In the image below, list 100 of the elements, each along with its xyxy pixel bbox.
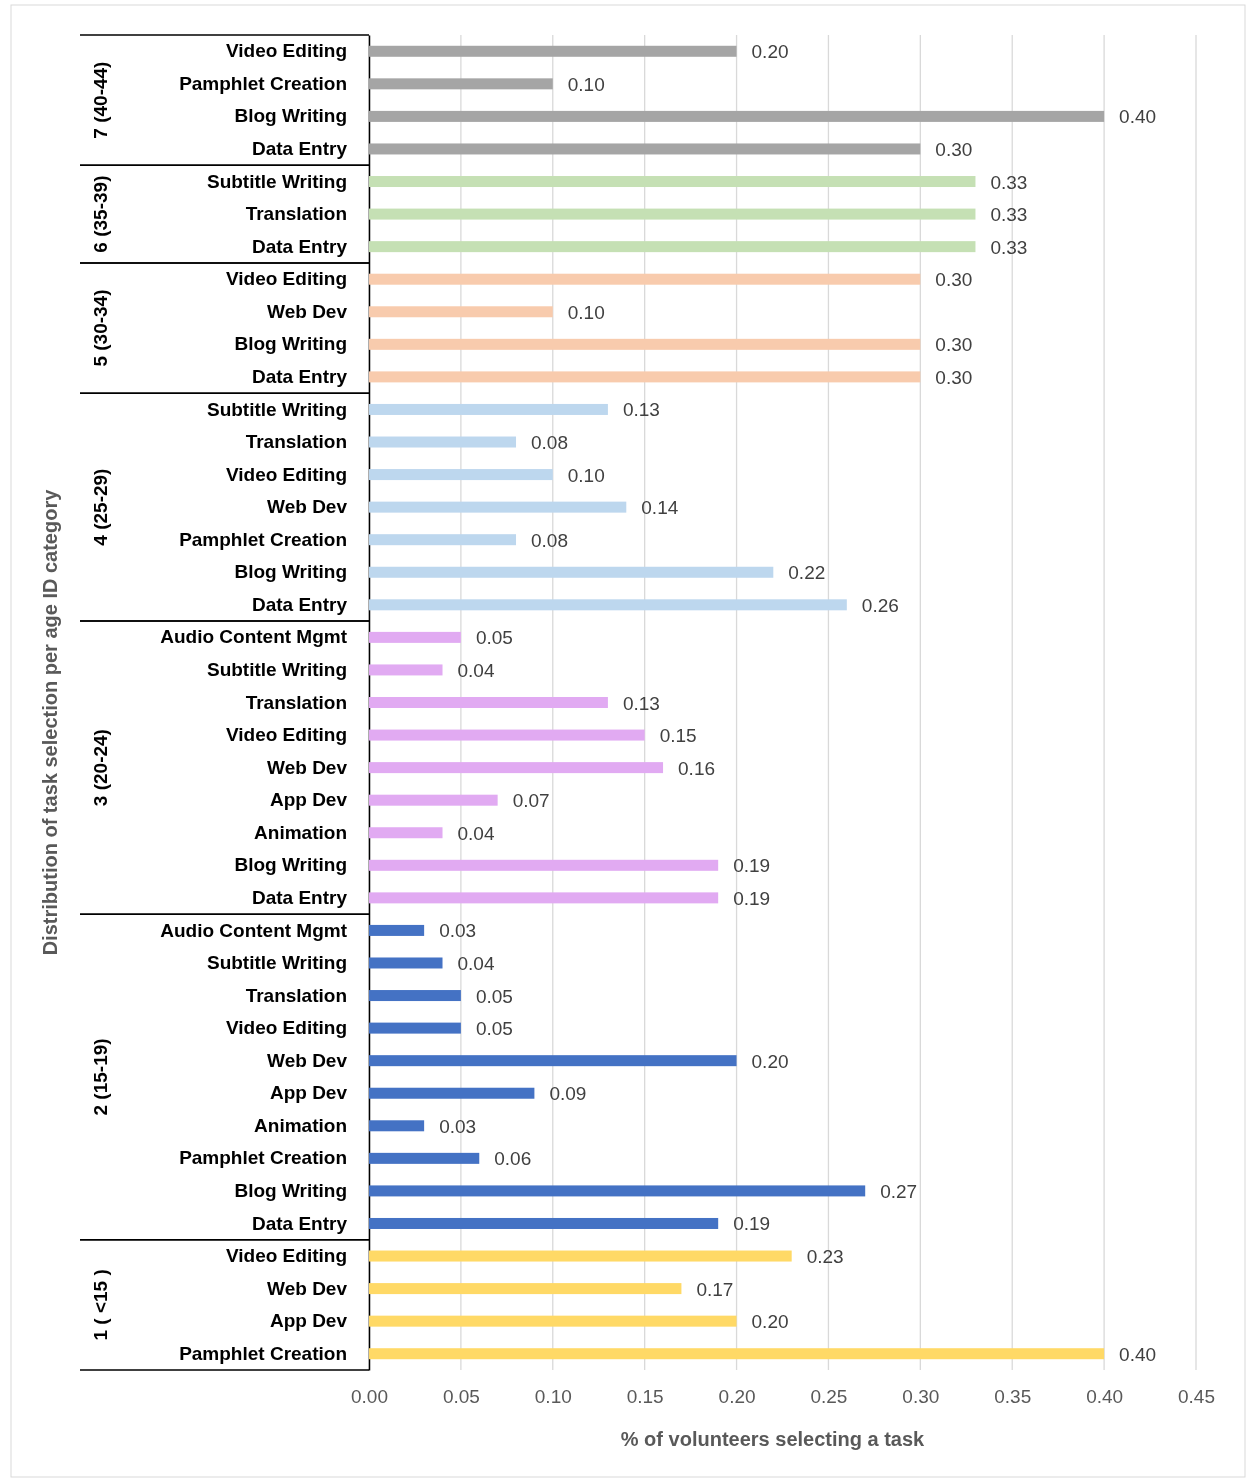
y-tick-label: Video Editing (225, 1245, 347, 1267)
bar (369, 338, 921, 350)
y-tick-label: Video Editing (225, 40, 347, 62)
y-tick-label: App Dev (269, 1082, 348, 1104)
text: 7 (40-44) (90, 61, 111, 139)
data-label: 0.40 (1119, 1343, 1157, 1365)
data-label: 0.04 (457, 659, 495, 681)
y-tick-label: Translation (245, 984, 347, 1006)
y-tick-label: Pamphlet Creation (179, 528, 347, 550)
bar (369, 1055, 737, 1067)
y-tick-label: Subtitle Writing (206, 952, 347, 974)
bar (369, 990, 461, 1002)
y-tick-label: Pamphlet Creation (179, 72, 347, 94)
bar (369, 566, 774, 578)
bar (369, 306, 553, 318)
data-label: 0.30 (935, 138, 973, 160)
y-tick-label: Translation (245, 431, 347, 453)
data-label: 0.03 (439, 920, 477, 942)
y-tick-label: Blog Writing (234, 854, 347, 876)
y-tick-label: Video Editing (225, 463, 347, 485)
y-tick-label: Animation (254, 1114, 347, 1136)
bar (369, 273, 921, 285)
bar (369, 1120, 425, 1132)
bar (369, 697, 608, 708)
bar (369, 827, 443, 839)
bar (369, 1315, 737, 1327)
bar (369, 1022, 461, 1034)
text: 1 ( <15 ) (90, 1269, 111, 1341)
y-tick-label: Data Entry (251, 138, 348, 160)
x-tick-label: 0.05 (442, 1386, 480, 1408)
data-label: 0.19 (733, 855, 771, 877)
bar (369, 599, 847, 611)
bar (369, 1152, 480, 1164)
y-tick-label: Web Dev (267, 1277, 348, 1299)
bar (369, 664, 443, 676)
bar (369, 78, 553, 90)
data-label: 0.33 (990, 171, 1028, 193)
y-tick-label: Blog Writing (234, 1179, 347, 1201)
bar (369, 241, 976, 253)
bar (369, 924, 425, 936)
data-label: 0.30 (935, 269, 973, 291)
x-tick-label: 0.20 (718, 1386, 756, 1408)
y-tick-label: Web Dev (267, 300, 348, 322)
text: 2 (15-19) (90, 1038, 111, 1116)
data-label: 0.20 (751, 1050, 789, 1072)
bar (369, 469, 553, 481)
y-tick-label: Data Entry (251, 365, 348, 387)
bar (369, 729, 645, 741)
data-label: 0.33 (990, 204, 1028, 226)
data-label: 0.17 (696, 1278, 734, 1300)
data-label: 0.08 (531, 529, 569, 551)
data-label: 0.07 (512, 790, 550, 812)
y-tick-label: Blog Writing (234, 105, 347, 127)
y-tick-label: Data Entry (251, 1212, 348, 1234)
data-label: 0.27 (880, 1180, 918, 1202)
bar (369, 1217, 719, 1229)
y-tick-label: Pamphlet Creation (179, 1342, 347, 1364)
bar (369, 1087, 535, 1099)
data-label: 0.30 (935, 334, 973, 356)
bar (369, 176, 976, 188)
bar (369, 110, 1105, 122)
bar (369, 1185, 866, 1197)
y-tick-label: Blog Writing (234, 561, 347, 583)
y-tick-label: Audio Content Mgmt (160, 626, 348, 648)
bar (369, 1283, 682, 1295)
x-axis-title: % of volunteers selecting a task (620, 1428, 926, 1450)
data-label: 0.04 (457, 822, 495, 844)
data-label: 0.16 (678, 757, 716, 779)
data-label: 0.05 (475, 627, 513, 649)
y-tick-label: Animation (254, 821, 347, 843)
data-label: 0.26 (861, 594, 899, 616)
x-tick-label: 0.30 (902, 1386, 940, 1408)
data-label: 0.10 (567, 464, 605, 486)
x-tick-label: 0.00 (351, 1386, 388, 1408)
data-label: 0.19 (733, 1213, 771, 1235)
y-axis-title: Distribution of task selection per age ID category (39, 488, 61, 956)
y-tick-label: Data Entry (251, 886, 348, 908)
data-label: 0.03 (439, 1115, 477, 1137)
x-tick-label: 0.35 (994, 1386, 1032, 1408)
y-tick-label: Web Dev (267, 756, 348, 778)
data-label: 0.20 (751, 1311, 789, 1333)
data-label: 0.04 (457, 952, 495, 974)
y-tick-label: Subtitle Writing (206, 659, 347, 681)
y-tick-label: Subtitle Writing (206, 398, 347, 420)
y-tick-label: Data Entry (251, 235, 348, 257)
data-label: 0.20 (751, 41, 789, 63)
bar (369, 794, 498, 806)
y-tick-label: Video Editing (225, 268, 347, 290)
data-label: 0.13 (622, 692, 660, 714)
x-tick-label: 0.10 (534, 1386, 572, 1408)
text: 6 (35-39) (90, 175, 111, 253)
data-label: 0.05 (475, 1018, 513, 1040)
y-tick-label: Web Dev (267, 496, 348, 518)
bar (369, 436, 517, 448)
x-tick-label: 0.25 (810, 1386, 848, 1408)
data-label: 0.08 (531, 432, 569, 454)
y-tick-label: Data Entry (251, 593, 348, 615)
bar (369, 892, 719, 904)
data-label: 0.40 (1119, 106, 1157, 128)
data-label: 0.05 (475, 985, 513, 1007)
